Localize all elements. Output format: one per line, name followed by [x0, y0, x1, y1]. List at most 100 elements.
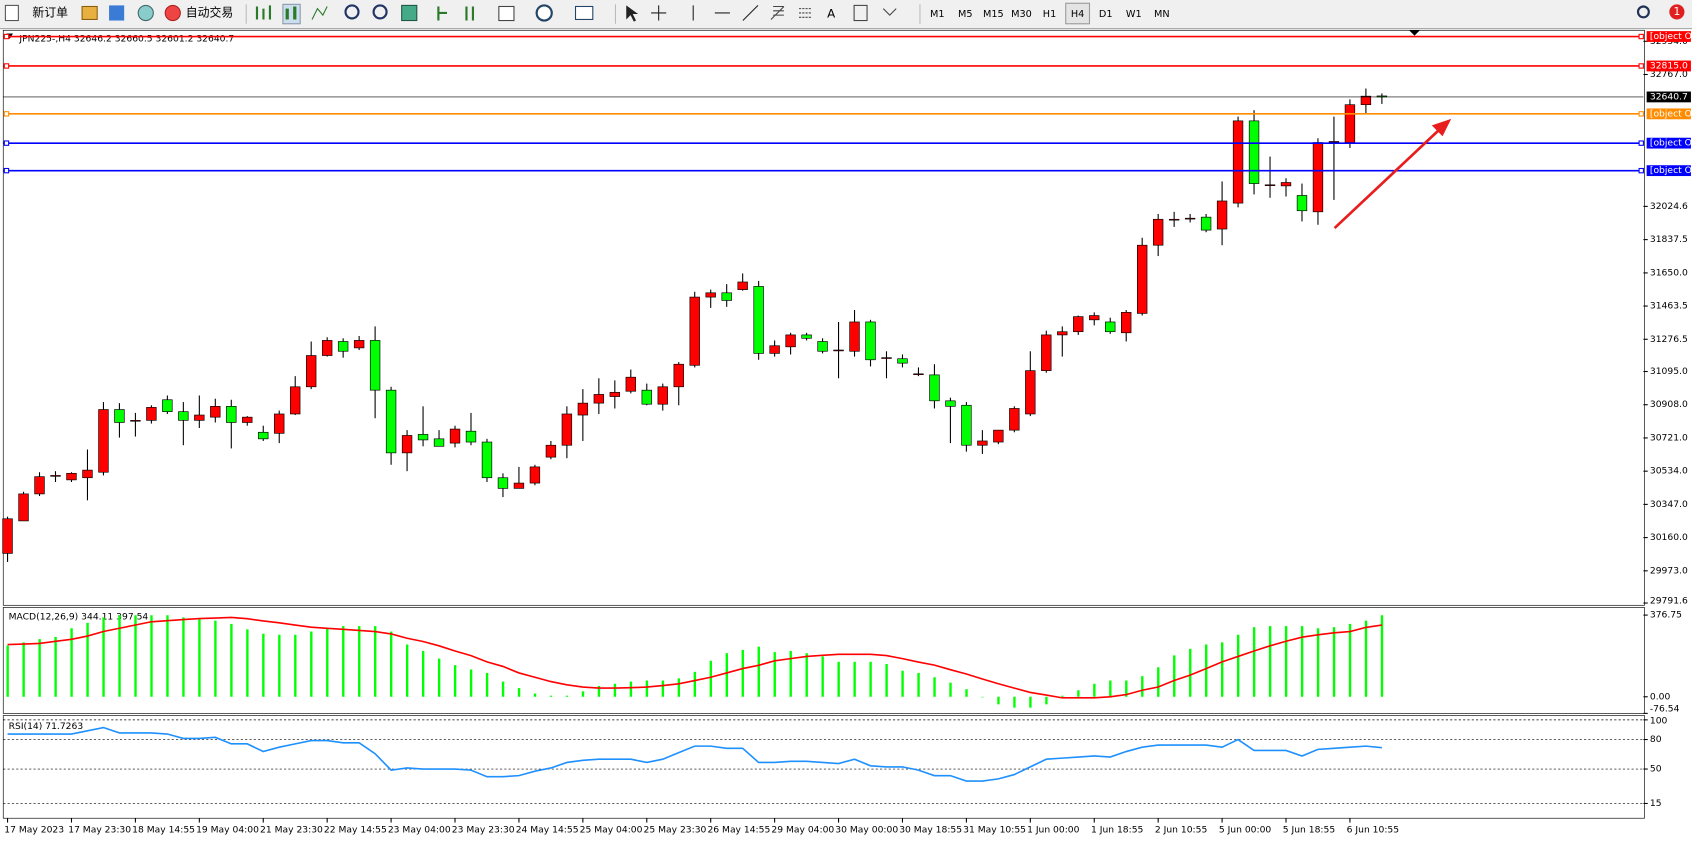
macd-bar	[853, 661, 856, 697]
y-tick-label: 31463.5	[1650, 301, 1688, 312]
timeframe-button[interactable]: W1	[1126, 9, 1142, 20]
x-tick-label: 18 May 14:55	[132, 825, 195, 836]
macd-bar	[1173, 655, 1176, 697]
candle-body	[1280, 182, 1292, 187]
candle-body	[1105, 321, 1116, 333]
zoom-out-icon[interactable]	[372, 4, 388, 20]
drawing-tools[interactable]	[692, 5, 759, 21]
level-handle	[1638, 63, 1644, 69]
candle-body	[817, 341, 828, 352]
macd-bar	[1252, 627, 1256, 697]
new-order-button[interactable]: 新订单	[32, 5, 68, 19]
candle-body	[833, 349, 844, 352]
y-tick-label: 32767.0	[1650, 69, 1688, 80]
new-order-icon[interactable]	[4, 4, 19, 22]
macd-bar	[597, 685, 601, 697]
macd-bar	[421, 651, 425, 697]
zoom-in-icon[interactable]	[344, 4, 360, 20]
arrows-tool[interactable]	[882, 8, 897, 16]
scroll-icon[interactable]	[437, 6, 475, 21]
candle-chart-icon[interactable]	[282, 3, 301, 25]
level-label-box	[1646, 60, 1691, 72]
x-tick-label: 5 Jun 18:55	[1283, 825, 1336, 836]
y-tick-label: 100	[1650, 715, 1668, 726]
toolbar-icon[interactable]	[81, 5, 98, 20]
candle-body	[913, 373, 924, 376]
macd-bar	[661, 680, 665, 697]
level-label-box	[1646, 137, 1691, 149]
macd-bar	[1013, 696, 1016, 708]
y-tick-label: 29973.0	[1650, 565, 1688, 576]
macd-bar	[1316, 628, 1320, 697]
macd-bar	[517, 688, 521, 697]
timeframe-button[interactable]: H4	[1071, 9, 1084, 20]
macd-bar	[70, 628, 73, 697]
y-tick-label: 0.00	[1650, 691, 1671, 702]
x-tick-label: 22 May 14:55	[324, 825, 387, 836]
auto-trading-button[interactable]: 自动交易	[186, 5, 233, 19]
macd-bar	[581, 691, 585, 697]
bar-chart-icon[interactable]	[255, 5, 272, 20]
level-label: 32815.0	[1650, 60, 1688, 71]
macd-bar	[757, 646, 760, 697]
notification-badge[interactable]	[1669, 4, 1685, 20]
candle-body	[1073, 316, 1084, 333]
timeframe-button[interactable]: M30	[1011, 9, 1032, 20]
text-tool[interactable]: A	[827, 7, 836, 21]
auto-trading-icon[interactable]	[164, 4, 181, 22]
timeframe-button[interactable]: MN	[1154, 9, 1170, 20]
period-icon[interactable]	[535, 4, 553, 22]
macd-bar	[549, 695, 553, 697]
candle-glyph	[285, 6, 297, 20]
timeframe-button[interactable]: M15	[983, 9, 1004, 20]
candle-body	[641, 389, 652, 405]
indicators-icon[interactable]	[498, 5, 515, 22]
timeframe-button[interactable]: M5	[958, 9, 973, 20]
y-tick-label: 30534.0	[1650, 466, 1688, 477]
candle-body	[1264, 184, 1276, 187]
macd-bar	[6, 645, 9, 697]
toolbar-icon[interactable]	[109, 5, 125, 21]
template-icon[interactable]	[574, 5, 594, 20]
macd-title: MACD(12,26,9) 344.11 397.54	[9, 612, 149, 623]
channel-icon[interactable]	[770, 5, 785, 20]
macd-bar	[1380, 615, 1384, 697]
level-handle	[3, 63, 10, 69]
level-handle	[3, 111, 10, 117]
macd-bar	[1300, 626, 1304, 697]
toolbar-icon[interactable]	[137, 4, 154, 22]
level-label-box	[1646, 165, 1691, 177]
timeframe-button[interactable]: M1	[930, 9, 945, 20]
candle-body	[146, 407, 157, 421]
macd-bar	[182, 617, 185, 697]
line-chart-icon[interactable]	[311, 6, 328, 20]
macd-bar	[805, 653, 808, 697]
search-icon[interactable]	[1636, 5, 1650, 19]
candle-body	[82, 469, 93, 479]
candle-body	[481, 441, 493, 479]
level-handle	[1638, 111, 1644, 117]
x-tick-label: 1 Jun 18:55	[1091, 825, 1144, 836]
crosshair-icon[interactable]	[651, 5, 667, 21]
label-tool[interactable]	[853, 4, 868, 22]
cursor-icon[interactable]	[626, 5, 639, 22]
fibo-icon[interactable]	[799, 8, 812, 18]
candle-body	[865, 321, 876, 361]
candle-body	[1168, 218, 1180, 221]
x-tick-label: 26 May 14:55	[707, 825, 770, 836]
macd-bar	[246, 629, 249, 697]
candle-body	[1041, 334, 1052, 371]
timeframe-button[interactable]: H1	[1043, 9, 1056, 20]
timeframe-button[interactable]: D1	[1099, 9, 1113, 20]
candle-body	[593, 394, 605, 404]
y-tick-label: 31837.5	[1650, 234, 1688, 245]
y-tick-label: 80	[1650, 734, 1662, 745]
macd-bar	[677, 678, 681, 697]
level-label: [object Object]	[1650, 165, 1692, 176]
macd-bar	[102, 617, 105, 697]
macd-bar	[1157, 667, 1160, 697]
candle-body	[337, 341, 349, 352]
tile-icon[interactable]	[401, 4, 418, 22]
macd-bar	[1205, 644, 1208, 697]
